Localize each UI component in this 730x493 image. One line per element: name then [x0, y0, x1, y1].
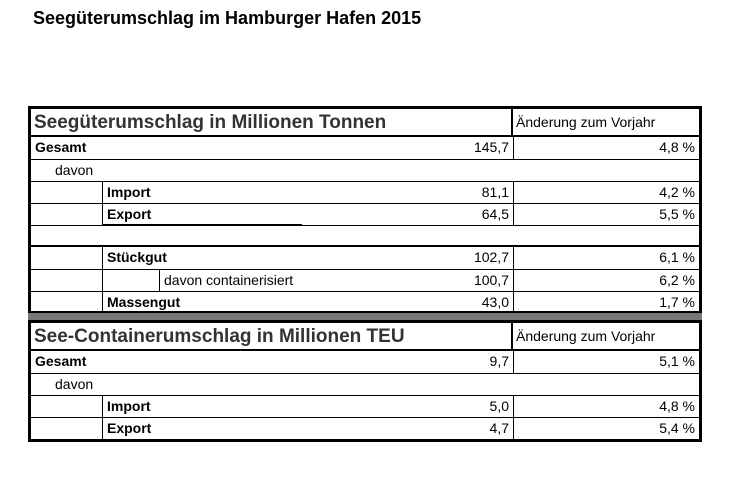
- row-label: Import: [102, 182, 302, 203]
- table-row: Import 5,0 4,8 %: [31, 395, 699, 417]
- table-header-row: See-Containerumschlag in Millionen TEU Ä…: [31, 323, 699, 351]
- table-header-title: See-Containerumschlag in Millionen TEU: [34, 326, 405, 347]
- row-change: 4,8 %: [513, 137, 699, 159]
- row-label: Massengut: [102, 292, 302, 313]
- row-value: 64,5: [481, 206, 509, 222]
- row-label: davon containerisiert: [159, 270, 359, 291]
- row-label: Stückgut: [102, 247, 302, 269]
- table-header-title: Seegüterumschlag in Millionen Tonnen: [34, 112, 387, 133]
- row-value: 43,0: [481, 294, 509, 310]
- table-row: Export 64,5 5,5 %: [31, 203, 699, 225]
- row-value: 9,7: [489, 353, 509, 369]
- change-column-header: Änderung zum Vorjahr: [511, 323, 699, 349]
- container-teu-table: See-Containerumschlag in Millionen TEU Ä…: [28, 320, 702, 442]
- row-label: Export: [102, 204, 302, 225]
- table-row: Gesamt 145,7 4,8 %: [31, 137, 699, 159]
- cargo-tonnage-table: Seegüterumschlag in Millionen Tonnen Änd…: [28, 106, 702, 314]
- table-row: davon: [31, 159, 699, 181]
- row-label: Gesamt: [35, 353, 87, 369]
- table-header-row: Seegüterumschlag in Millionen Tonnen Änd…: [31, 109, 699, 137]
- row-change: 6,2 %: [513, 270, 699, 291]
- table-row: Stückgut 102,7 6,1 %: [31, 247, 699, 269]
- table-row: davon containerisiert 100,7 6,2 %: [31, 269, 699, 291]
- row-label: Import: [102, 396, 302, 417]
- table-row: davon: [31, 373, 699, 395]
- row-value: 145,7: [473, 139, 509, 155]
- row-change: 4,8 %: [513, 396, 699, 417]
- table-row: Gesamt 9,7 5,1 %: [31, 351, 699, 373]
- table-separator: [28, 313, 702, 321]
- row-change: 5,1 %: [513, 351, 699, 373]
- table-row-spacer: [31, 225, 699, 247]
- row-change: 5,4 %: [513, 418, 699, 439]
- row-change: 5,5 %: [513, 204, 699, 225]
- table-row: Import 81,1 4,2 %: [31, 181, 699, 203]
- row-value: 100,7: [473, 272, 509, 288]
- table-row: Massengut 43,0 1,7 %: [31, 291, 699, 313]
- row-label: davon: [55, 162, 94, 178]
- row-change: 6,1 %: [513, 247, 699, 269]
- page-title: Seegüterumschlag im Hamburger Hafen 2015: [33, 8, 422, 28]
- table-row: Export 4,7 5,4 %: [31, 417, 699, 439]
- row-change: 4,2 %: [513, 182, 699, 203]
- row-change: 1,7 %: [513, 292, 699, 313]
- indent-cell: [102, 270, 159, 291]
- row-value: 102,7: [473, 249, 509, 265]
- row-label: Export: [102, 418, 302, 439]
- row-label: Gesamt: [35, 139, 87, 155]
- row-value: 5,0: [489, 398, 509, 414]
- row-value: 4,7: [489, 420, 509, 436]
- change-column-header: Änderung zum Vorjahr: [511, 109, 699, 135]
- row-label: davon: [55, 376, 94, 392]
- row-value: 81,1: [481, 184, 509, 200]
